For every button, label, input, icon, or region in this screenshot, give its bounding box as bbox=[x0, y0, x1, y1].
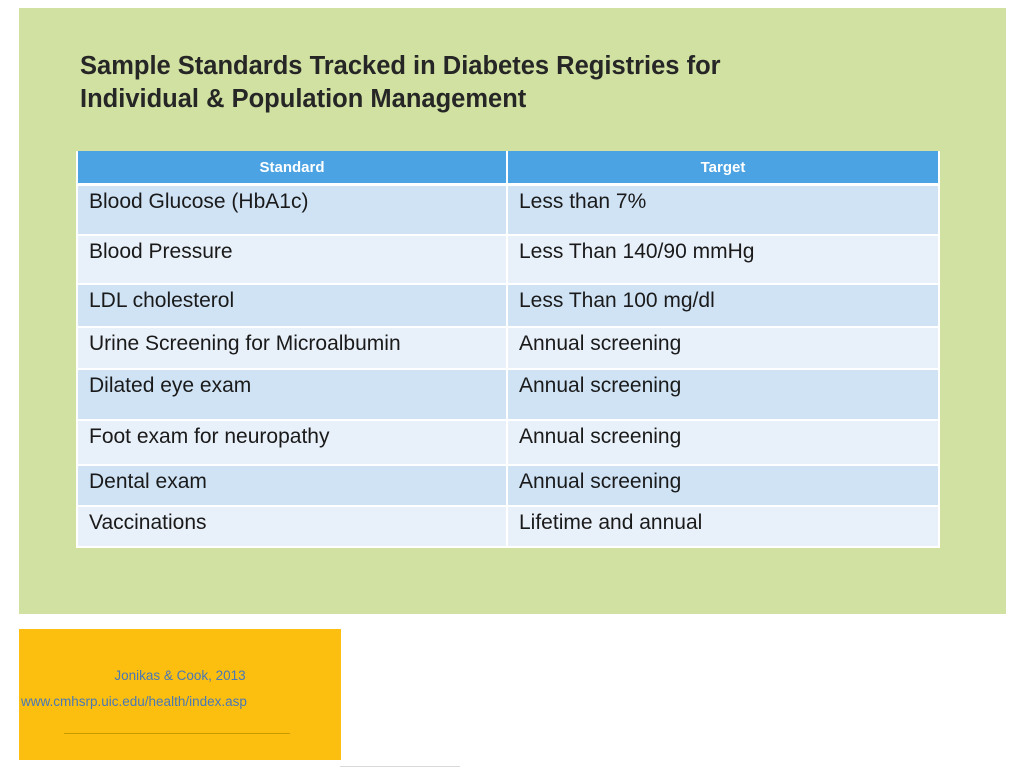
standards-table: Standard Target Blood Glucose (HbA1c) Le… bbox=[76, 151, 940, 548]
standard-cell: Blood Glucose (HbA1c) bbox=[76, 184, 508, 236]
target-cell: Annual screening bbox=[506, 368, 940, 421]
table-row: Urine Screening for Microalbumin Annual … bbox=[76, 326, 940, 370]
table-row: Vaccinations Lifetime and annual bbox=[76, 505, 940, 548]
bottom-divider bbox=[340, 766, 460, 767]
target-cell: Lifetime and annual bbox=[506, 505, 940, 548]
table-row: Dilated eye exam Annual screening bbox=[76, 368, 940, 421]
standard-cell: Vaccinations bbox=[76, 505, 508, 548]
standard-cell: Dental exam bbox=[76, 464, 508, 507]
header-standard: Standard bbox=[76, 151, 508, 186]
target-cell: Annual screening bbox=[506, 464, 940, 507]
table-row: Blood Glucose (HbA1c) Less than 7% bbox=[76, 184, 940, 236]
standard-cell: Dilated eye exam bbox=[76, 368, 508, 421]
standard-cell: Blood Pressure bbox=[76, 234, 508, 285]
target-cell: Annual screening bbox=[506, 419, 940, 466]
source-box: Jonikas & Cook, 2013 www.cmhsrp.uic.edu/… bbox=[19, 629, 341, 760]
standard-cell: Foot exam for neuropathy bbox=[76, 419, 508, 466]
standard-cell: LDL cholesterol bbox=[76, 283, 508, 328]
source-divider bbox=[64, 733, 290, 734]
slide-title-line-1: Sample Standards Tracked in Diabetes Reg… bbox=[80, 52, 721, 80]
standard-cell: Urine Screening for Microalbumin bbox=[76, 326, 508, 370]
target-cell: Less Than 100 mg/dl bbox=[506, 283, 940, 328]
header-target: Target bbox=[506, 151, 940, 186]
table-row: Foot exam for neuropathy Annual screenin… bbox=[76, 419, 940, 466]
target-cell: Less Than 140/90 mmHg bbox=[506, 234, 940, 285]
slide-title: Sample Standards Tracked in Diabetes Reg… bbox=[80, 50, 880, 116]
target-cell: Annual screening bbox=[506, 326, 940, 370]
target-cell: Less than 7% bbox=[506, 184, 940, 236]
slide-title-line-2: Individual & Population Management bbox=[80, 85, 527, 113]
source-link[interactable]: www.cmhsrp.uic.edu/health/index.asp bbox=[21, 694, 247, 709]
source-citation: Jonikas & Cook, 2013 bbox=[114, 668, 246, 683]
table-row: Dental exam Annual screening bbox=[76, 464, 940, 507]
table-row: LDL cholesterol Less Than 100 mg/dl bbox=[76, 283, 940, 328]
table-row: Blood Pressure Less Than 140/90 mmHg bbox=[76, 234, 940, 285]
table-header-row: Standard Target bbox=[76, 151, 940, 186]
